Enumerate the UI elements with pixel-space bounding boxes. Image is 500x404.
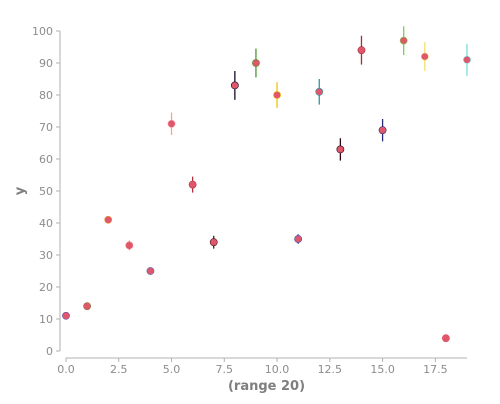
x-tick-label: 0.0: [57, 363, 75, 376]
data-point: [62, 311, 70, 320]
y-tick-label: 0: [46, 345, 53, 358]
y-axis-label: y: [13, 186, 28, 195]
data-point: [441, 334, 450, 343]
data-point: [399, 36, 408, 45]
error-bars: [65, 26, 468, 340]
data-point: [252, 59, 260, 67]
y-tick-label: 70: [39, 121, 53, 134]
x-tick-label: 15.0: [370, 363, 395, 376]
y-tick-label: 10: [39, 313, 53, 326]
data-point: [315, 87, 324, 96]
y-tick-label: 40: [39, 217, 53, 230]
y-tick-label: 90: [39, 57, 53, 70]
data-point: [336, 145, 345, 154]
data-point: [420, 52, 429, 61]
data-point: [188, 180, 197, 189]
axes: 0 10 20 30 40 50 60 70 80 90 100 0.0 2.5 5.0 7.5 10.0 12…: [32, 25, 467, 376]
data-point: [230, 81, 239, 90]
y-tick-label: 50: [39, 185, 53, 198]
x-tick-label: 12.5: [318, 363, 343, 376]
x-tick-label: 10.0: [265, 363, 290, 376]
data-point: [125, 241, 134, 250]
data-point: [209, 238, 218, 247]
data-point: [378, 126, 387, 135]
y-tick-label: 60: [39, 153, 53, 166]
data-point: [83, 302, 92, 311]
data-point: [357, 46, 366, 55]
x-axis-label: (range 20): [228, 379, 305, 394]
y-tick-label: 100: [32, 25, 53, 38]
data-point: [463, 55, 471, 64]
x-tick-label: 5.0: [163, 363, 181, 376]
data-points: [62, 36, 471, 343]
data-point: [146, 267, 155, 275]
x-tick-label: 17.5: [423, 363, 448, 376]
y-tick-label: 30: [39, 249, 53, 262]
x-tick-label: 7.5: [216, 363, 234, 376]
y-tick-label: 80: [39, 89, 53, 102]
data-point: [294, 235, 303, 243]
data-point: [167, 119, 176, 128]
y-tick-label: 20: [39, 281, 53, 294]
data-point: [273, 91, 281, 99]
data-point: [104, 215, 113, 224]
x-tick-label: 2.5: [110, 363, 128, 376]
